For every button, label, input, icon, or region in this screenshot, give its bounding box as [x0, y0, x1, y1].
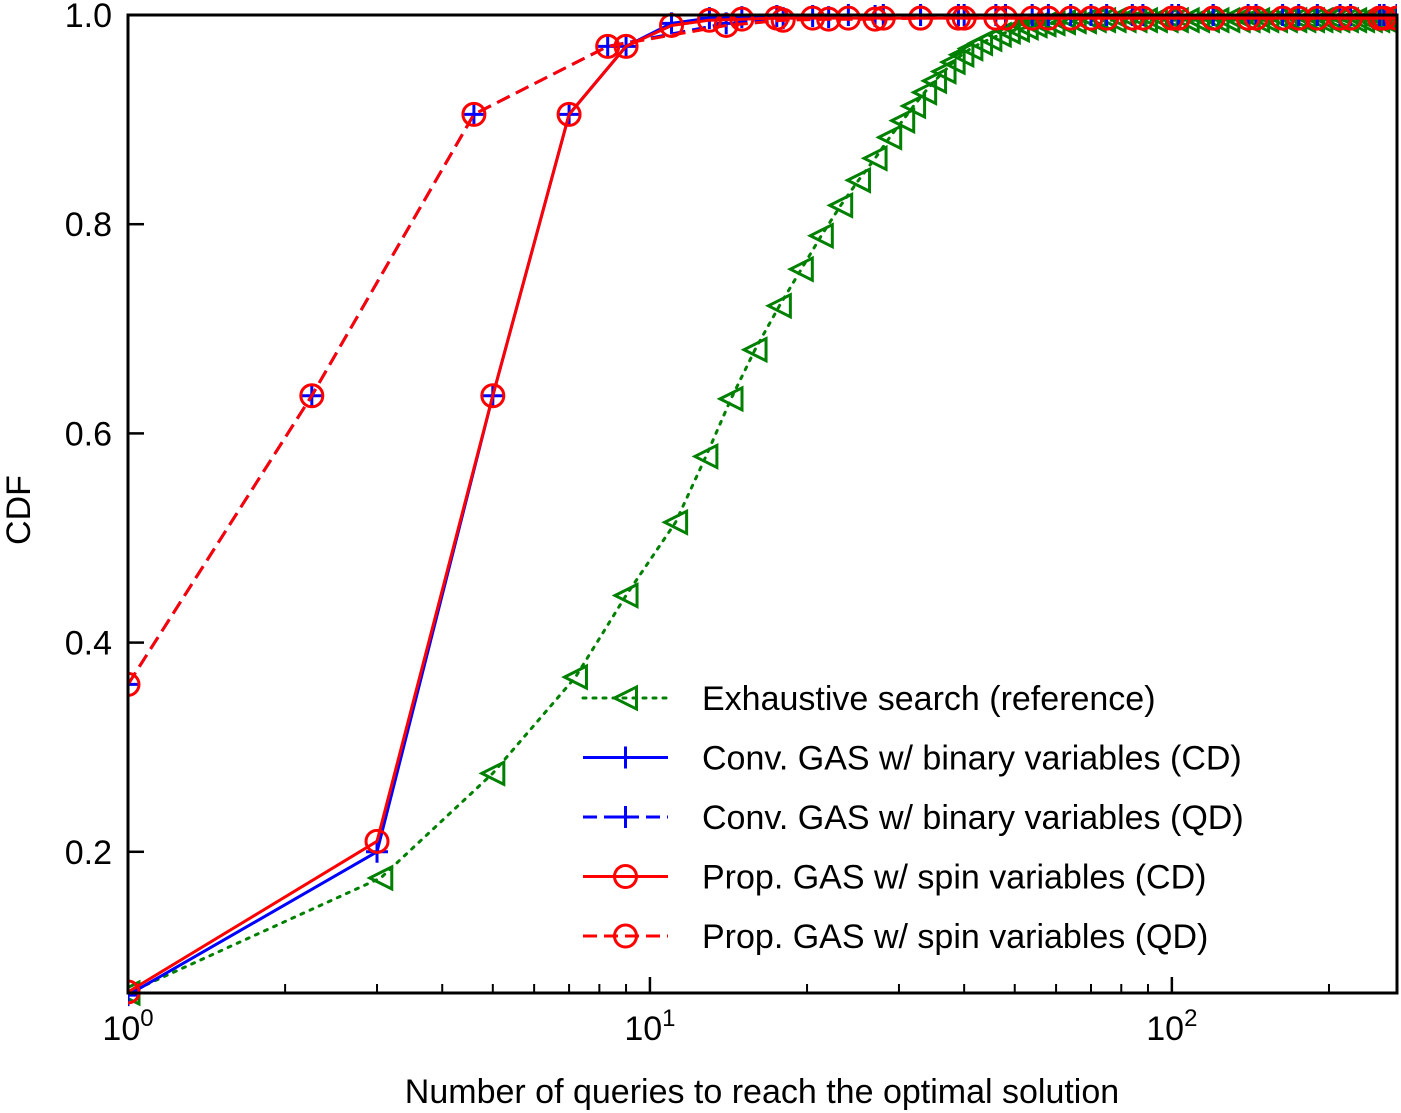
- series-5-line: [128, 16, 1397, 686]
- series-5-point-17: [1243, 5, 1269, 31]
- series-5-point-16: [1200, 5, 1226, 31]
- y-axis-label: CDF: [0, 475, 38, 545]
- series-1-point-28: [993, 18, 1021, 46]
- series-4-point-11: [835, 5, 861, 31]
- legend-item-4-marker: [613, 864, 638, 889]
- series-1-point-12: [806, 222, 834, 250]
- series-4-point-25: [1338, 5, 1364, 31]
- series-1-point-21: [929, 58, 957, 85]
- series-5-point-14: [1119, 5, 1145, 31]
- series-1-point-11: [786, 255, 814, 283]
- series-1-point-5: [611, 582, 639, 609]
- legend-item-3-marker: [614, 806, 637, 828]
- legend-item-1: Exhaustive search (reference): [581, 680, 1156, 718]
- legend-item-2-marker: [614, 746, 637, 769]
- series-1-point-4: [561, 663, 588, 691]
- series-5-point-9: [908, 5, 934, 31]
- legend-item-4-label: Prop. GAS w/ spin variables (CD): [702, 859, 1207, 897]
- legend-item-5: Prop. GAS w/ spin variables (QD): [583, 918, 1208, 956]
- series-1-point-20: [920, 67, 948, 95]
- x-tick-label-3: 102: [1146, 1005, 1197, 1048]
- series-5-point-10: [951, 5, 977, 31]
- y-tick-label-4: 0.8: [65, 206, 112, 244]
- series-5-point-19: [1327, 5, 1353, 31]
- series-5-point-21: [1384, 5, 1397, 31]
- y-tick-label-1: 0.2: [65, 834, 112, 872]
- series-1-point-2: [366, 864, 394, 892]
- series-5: [128, 5, 1397, 697]
- series-1-point-7: [691, 442, 719, 470]
- legend-item-2-label: Conv. GAS w/ binary variables (CD): [702, 740, 1242, 778]
- series-4-point-3: [480, 383, 506, 409]
- legend-item-3: Conv. GAS w/ binary variables (QD): [583, 799, 1244, 837]
- series-1-point-9: [740, 336, 768, 364]
- legend-item-4: Prop. GAS w/ spin variables (CD): [583, 859, 1207, 897]
- series-1-point-16: [875, 123, 903, 151]
- series-2-point-1: [128, 984, 139, 1007]
- series-3-point-1: [128, 673, 139, 696]
- series-1-point-13: [826, 191, 854, 219]
- plot-frame: [126, 13, 1399, 995]
- series-3-point-3: [462, 103, 485, 126]
- series-4-point-4: [556, 101, 582, 127]
- legend-item-1-marker: [611, 684, 638, 712]
- legend: Exhaustive search (reference) Conv. GAS w…: [581, 680, 1244, 956]
- series-1-line: [128, 18, 1397, 995]
- series-4-point-7: [696, 7, 722, 33]
- series-5-point-18: [1286, 5, 1312, 31]
- series-5-point-1: [128, 671, 141, 697]
- series-5-point-12: [1035, 5, 1061, 31]
- series-1-point-15: [860, 144, 888, 172]
- series-5-point-6: [770, 7, 796, 33]
- series-1-point-8: [716, 385, 744, 413]
- tick-layer: 100 101 102 0.2 0.4 0.6 0.8 1.0: [65, 0, 1330, 1048]
- series-5-point-2: [299, 383, 325, 409]
- legend-item-3-label: Conv. GAS w/ binary variables (QD): [702, 799, 1244, 837]
- legend-item-5-label: Prop. GAS w/ spin variables (QD): [702, 918, 1208, 956]
- series-5-point-20: [1367, 5, 1393, 31]
- series-5-point-15: [1159, 5, 1185, 31]
- x-tick-label-1: 100: [102, 1005, 153, 1048]
- series-5-point-7: [816, 6, 842, 32]
- y-tick-label-2: 0.4: [65, 625, 112, 663]
- series-1-point-10: [764, 292, 792, 320]
- series-1-point-14: [844, 166, 872, 194]
- series-1-point-3: [478, 759, 506, 787]
- legend-item-5-marker: [613, 923, 638, 949]
- series-4-point-8: [729, 6, 755, 32]
- series-5-point-11: [992, 5, 1018, 31]
- legend-item-1-label: Exhaustive search (reference): [702, 680, 1156, 718]
- series-4-point-16: [1019, 5, 1045, 31]
- series-1-point-6: [661, 508, 689, 536]
- x-tick-label-2: 101: [624, 1005, 675, 1048]
- x-axis-label: Number of queries to reach the optimal s…: [405, 1073, 1119, 1111]
- y-tick-label-3: 0.6: [65, 415, 112, 453]
- series-5-point-3: [461, 101, 487, 127]
- legend-item-2: Conv. GAS w/ binary variables (CD): [583, 740, 1242, 778]
- series-1-point-18: [899, 92, 927, 120]
- series-5-point-13: [1078, 5, 1104, 31]
- series-4-point-2: [364, 828, 390, 854]
- series-1-point-17: [888, 107, 916, 135]
- y-tick-label-5: 1.0: [65, 0, 112, 35]
- series-5-point-4: [595, 33, 621, 59]
- series-1-point-19: [910, 78, 938, 106]
- series-5-point-8: [862, 6, 888, 32]
